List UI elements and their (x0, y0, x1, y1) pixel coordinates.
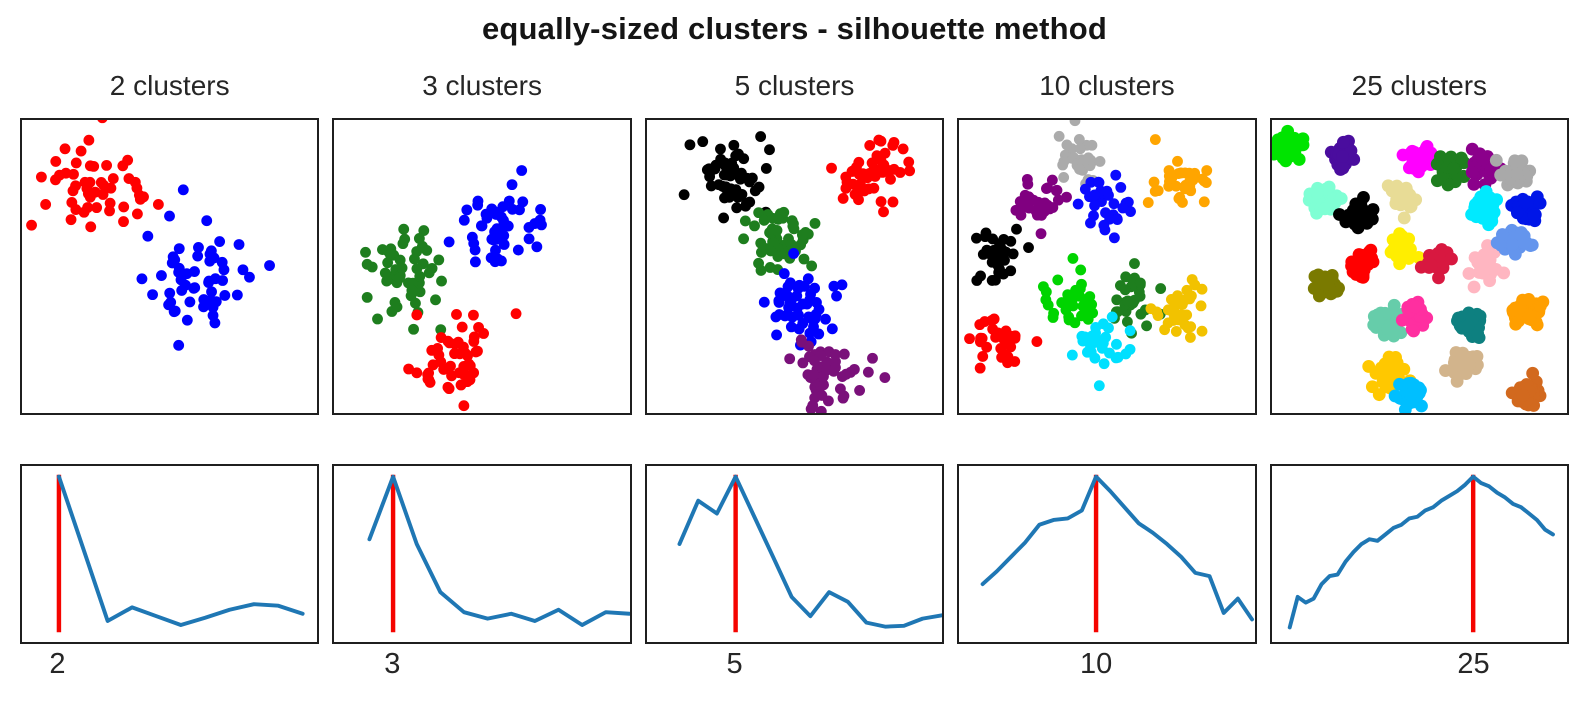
scatter-cluster (1505, 366, 1547, 412)
scatter-cluster (1302, 180, 1348, 220)
silhouette-canvas (367, 474, 630, 633)
figure-title: equally-sized clusters - silhouette meth… (481, 11, 1108, 46)
scatter-cluster (1307, 268, 1345, 303)
scatter-plot (1269, 118, 1570, 415)
scatter-cluster (26, 120, 164, 233)
scatter-cluster (1430, 150, 1471, 192)
x-tick-label: 25 (1457, 648, 1490, 680)
scatter-cluster (1010, 173, 1073, 240)
scatter-cluster (1381, 179, 1422, 225)
panel-column: 2 clusters 2 (20, 46, 320, 682)
scatter-cluster (1038, 252, 1099, 329)
column-header: 2 clusters (109, 70, 230, 101)
scatter-cluster (825, 134, 915, 218)
scatter-cluster (1506, 293, 1549, 332)
column-header: 10 clusters (1039, 70, 1175, 101)
column-header: 3 clusters (422, 70, 543, 101)
scatter-canvas (678, 131, 915, 413)
panel-column: 3 clusters 3 (332, 46, 632, 682)
silhouette-plot (957, 464, 1257, 644)
column-header: 5 clusters (734, 70, 855, 101)
scatter-cluster (758, 248, 848, 351)
scatter-plot (957, 118, 1257, 415)
scatter-cluster (1462, 239, 1510, 294)
scatter-cluster (1271, 124, 1310, 168)
silhouette-canvas (1287, 474, 1555, 633)
scatter-cluster (1361, 350, 1417, 402)
scatter-cluster (1464, 185, 1503, 232)
scatter-cluster (1072, 169, 1137, 244)
x-axis: 2 (20, 646, 319, 682)
scatter-cluster (1450, 306, 1487, 345)
panel-column: 5 clusters 5 (644, 46, 945, 682)
scatter-cluster (784, 334, 891, 413)
silhouette-curve (1287, 474, 1555, 630)
scatter-canvas (360, 165, 548, 412)
x-tick-label: 10 (1080, 648, 1113, 680)
scatter-plot (644, 118, 945, 415)
scatter-cluster (971, 223, 1035, 286)
panel-column: 10 clusters 10 (957, 46, 1257, 682)
scatter-cluster (1414, 243, 1458, 285)
scatter-cluster (964, 313, 1043, 374)
scatter-cluster (737, 206, 821, 276)
scatter-cluster (1344, 243, 1380, 284)
scatter-cluster (1438, 346, 1484, 388)
scatter-cluster (1396, 140, 1438, 179)
scatter-cluster (1366, 298, 1408, 343)
scatter-plot (332, 118, 632, 415)
silhouette-curve (56, 474, 305, 627)
scatter-plot (20, 118, 320, 415)
scatter-cluster (444, 165, 548, 268)
silhouette-curve (677, 474, 943, 629)
scatter-cluster (1324, 134, 1360, 176)
scatter-cluster (1490, 223, 1539, 261)
x-tick-label: 3 (384, 648, 401, 680)
column-header: 25 clusters (1351, 70, 1488, 101)
scatter-cluster (1388, 376, 1428, 413)
scatter-cluster (511, 308, 522, 320)
x-axis: 3 (332, 646, 631, 682)
scatter-cluster (360, 223, 448, 336)
silhouette-canvas (56, 474, 305, 633)
silhouette-curve (367, 474, 630, 627)
scatter-cluster (1395, 295, 1433, 338)
silhouette-canvas (980, 474, 1255, 633)
scatter-cluster (1384, 227, 1425, 271)
scatter-canvas (1271, 124, 1549, 413)
scatter-cluster (1489, 153, 1536, 192)
scatter-canvas (26, 120, 275, 351)
scatter-cluster (403, 309, 490, 412)
silhouette-canvas (677, 474, 943, 633)
x-tick-label: 2 (49, 648, 66, 680)
silhouette-plot (644, 464, 945, 644)
scatter-canvas (964, 120, 1213, 392)
scatter-cluster (1504, 190, 1547, 228)
scatter-cluster (1109, 258, 1167, 339)
scatter-cluster (1332, 191, 1380, 235)
silhouette-curve (980, 474, 1255, 622)
silhouette-plot (332, 464, 632, 644)
x-axis: 25 (1270, 646, 1569, 682)
scatter-cluster (1145, 274, 1208, 343)
scatter-cluster (1143, 134, 1213, 208)
silhouette-plot (20, 464, 320, 644)
panel-column: 25 clusters 25 (1269, 46, 1570, 682)
x-axis: 5 (645, 646, 944, 682)
x-axis: 10 (957, 646, 1256, 682)
x-tick-label: 5 (726, 648, 743, 680)
scatter-cluster (136, 184, 275, 351)
scatter-cluster (1067, 311, 1136, 392)
silhouette-plot (1269, 464, 1570, 644)
panels-grid: 2 clusters 2 3 clusters 3 5 clusters 5 1… (0, 46, 1589, 682)
